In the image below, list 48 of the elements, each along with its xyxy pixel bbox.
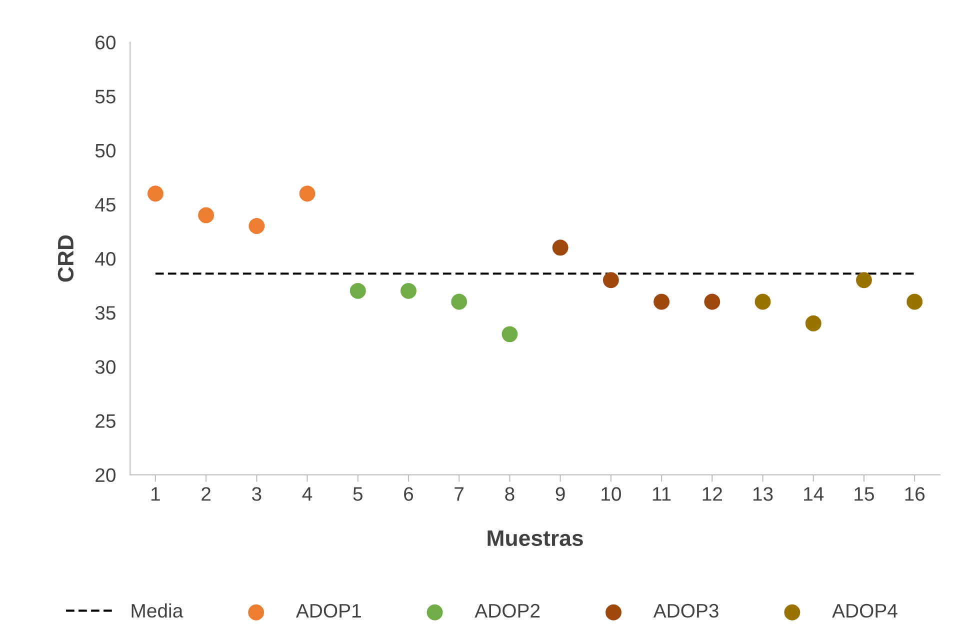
y-tick-label: 40 <box>95 252 116 266</box>
y-tick-label: 20 <box>96 468 116 482</box>
point <box>754 294 771 310</box>
x-tick-label: 9 <box>556 487 565 501</box>
x-tick-label: 1 <box>152 487 160 501</box>
y-tick-label: 55 <box>95 90 116 104</box>
x-tick-label: 3 <box>252 487 262 501</box>
x-tick-label: 16 <box>905 487 925 501</box>
x-tick-label: 2 <box>202 487 210 501</box>
legend-label: Media <box>132 603 184 618</box>
point <box>451 294 468 310</box>
x-tick-label: 12 <box>702 487 722 501</box>
x-tick-label: 10 <box>602 487 621 501</box>
point <box>704 294 720 310</box>
point <box>654 294 670 310</box>
y-tick-label: 35 <box>95 306 116 320</box>
x-tick-label: 6 <box>404 487 414 501</box>
x-axis-title: Muestras <box>488 530 583 546</box>
point <box>147 186 164 202</box>
point <box>198 207 214 224</box>
y-axis-title: CRD <box>58 235 74 282</box>
point <box>906 294 923 310</box>
x-tick-label: 4 <box>302 487 312 501</box>
point <box>299 186 316 202</box>
point <box>400 282 416 299</box>
y-tick-label: 45 <box>95 198 116 212</box>
point <box>248 218 265 234</box>
point <box>502 326 518 342</box>
x-tick-label: 11 <box>652 487 671 501</box>
x-tick-label: 14 <box>804 487 824 501</box>
y-tick-label: 60 <box>96 36 116 50</box>
point <box>856 272 872 288</box>
x-tick-label: 15 <box>854 487 874 501</box>
y-tick-label: 30 <box>95 360 116 374</box>
y-tick-label: 25 <box>96 414 116 428</box>
x-tick-label: 13 <box>753 487 773 501</box>
legend-label: ADOP4 <box>832 604 898 618</box>
x-tick-label: 8 <box>505 487 514 501</box>
point <box>805 315 822 332</box>
legend-label: ADOP2 <box>474 604 540 618</box>
point <box>350 282 366 299</box>
x-tick-label: 5 <box>353 487 362 501</box>
x-tick-label: 7 <box>454 487 464 501</box>
legend-label: ADOP3 <box>653 604 718 618</box>
point <box>552 240 568 256</box>
y-tick-label: 50 <box>95 144 116 158</box>
legend-label: ADOP1 <box>296 604 361 618</box>
point <box>602 272 619 288</box>
